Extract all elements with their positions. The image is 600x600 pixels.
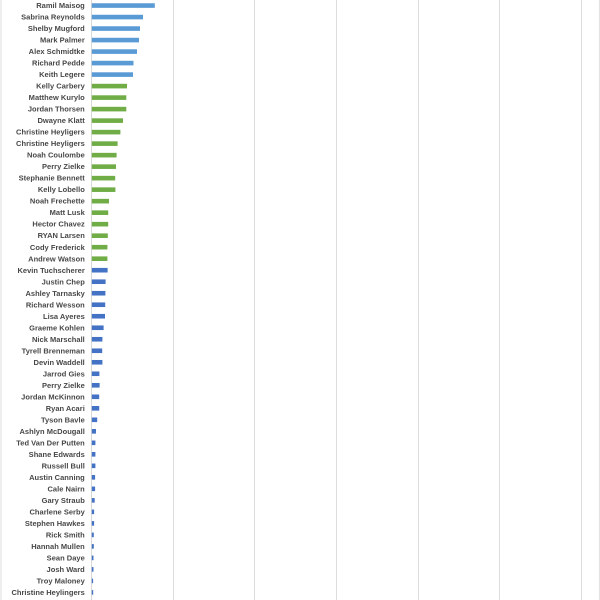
- svg-text:Troy Maloney: Troy Maloney: [37, 576, 86, 585]
- svg-text:Andrew Watson: Andrew Watson: [28, 254, 85, 263]
- svg-text:Josh Ward: Josh Ward: [47, 565, 86, 574]
- svg-text:Austin Canning: Austin Canning: [29, 473, 85, 482]
- svg-text:Perry Zielke: Perry Zielke: [42, 162, 85, 171]
- svg-text:Richard Pedde: Richard Pedde: [32, 59, 85, 68]
- svg-text:Shelby Mugford: Shelby Mugford: [28, 24, 85, 33]
- svg-text:Ryan Acari: Ryan Acari: [46, 404, 85, 413]
- svg-text:Christine Heyligers: Christine Heyligers: [16, 139, 85, 148]
- svg-text:Graeme Kohlen: Graeme Kohlen: [29, 323, 85, 332]
- svg-text:Christine Heyligers: Christine Heyligers: [16, 128, 85, 137]
- svg-text:Ashlyn McDougall: Ashlyn McDougall: [19, 427, 84, 436]
- svg-text:Nick Marschall: Nick Marschall: [32, 335, 85, 344]
- svg-text:Jarrod Gies: Jarrod Gies: [43, 369, 85, 378]
- svg-text:RYAN Larsen: RYAN Larsen: [38, 231, 86, 240]
- svg-text:Tyson Bavle: Tyson Bavle: [41, 415, 85, 424]
- svg-text:Matthew Kurylo: Matthew Kurylo: [29, 93, 86, 102]
- svg-text:Kelly Carbery: Kelly Carbery: [36, 82, 85, 91]
- svg-text:Cale Nairn: Cale Nairn: [47, 484, 85, 493]
- svg-text:Stephanie Bennett: Stephanie Bennett: [19, 174, 86, 183]
- svg-text:Charlene Serby: Charlene Serby: [29, 507, 85, 516]
- svg-text:Noah Frechette: Noah Frechette: [30, 197, 85, 206]
- svg-text:Sabrina Reynolds: Sabrina Reynolds: [21, 13, 85, 22]
- svg-text:Ashley Tarnasky: Ashley Tarnasky: [25, 289, 85, 298]
- svg-text:Tyrell Brenneman: Tyrell Brenneman: [22, 346, 86, 355]
- svg-text:Jordan Thorsen: Jordan Thorsen: [28, 105, 85, 114]
- svg-text:Rick Smith: Rick Smith: [46, 530, 85, 539]
- svg-text:Dwayne Klatt: Dwayne Klatt: [37, 116, 85, 125]
- svg-text:Mark Palmer: Mark Palmer: [40, 36, 85, 45]
- svg-text:Richard Wesson: Richard Wesson: [26, 300, 85, 309]
- svg-text:Cody Frederick: Cody Frederick: [30, 243, 86, 252]
- svg-text:Ramil Maisog: Ramil Maisog: [36, 1, 85, 10]
- svg-text:Jordan McKinnon: Jordan McKinnon: [21, 392, 85, 401]
- svg-text:Alex Schmidtke: Alex Schmidtke: [29, 47, 85, 56]
- svg-text:Matt Lusk: Matt Lusk: [50, 208, 86, 217]
- svg-text:Sean Daye: Sean Daye: [47, 553, 85, 562]
- svg-text:Shane Edwards: Shane Edwards: [29, 450, 85, 459]
- svg-text:Perry Zielke: Perry Zielke: [42, 381, 85, 390]
- svg-text:Noah Coulombe: Noah Coulombe: [27, 151, 85, 160]
- svg-text:Stephen Hawkes: Stephen Hawkes: [25, 519, 85, 528]
- svg-text:Hannah Mullen: Hannah Mullen: [31, 542, 85, 551]
- svg-text:Kelly Lobello: Kelly Lobello: [38, 185, 85, 194]
- svg-text:Devin Waddell: Devin Waddell: [34, 358, 85, 367]
- svg-text:Keith Legere: Keith Legere: [39, 70, 85, 79]
- svg-text:Hector Chavez: Hector Chavez: [32, 220, 85, 229]
- svg-text:Gary Straub: Gary Straub: [42, 496, 86, 505]
- svg-text:Kevin Tuchscherer: Kevin Tuchscherer: [17, 266, 84, 275]
- svg-text:Russell Bull: Russell Bull: [42, 461, 85, 470]
- svg-text:Ted Van Der Putten: Ted Van Der Putten: [16, 438, 85, 447]
- svg-text:Justin Chep: Justin Chep: [42, 277, 86, 286]
- svg-text:Christine Heylingers: Christine Heylingers: [11, 588, 84, 597]
- svg-text:Lisa Ayeres: Lisa Ayeres: [43, 312, 85, 321]
